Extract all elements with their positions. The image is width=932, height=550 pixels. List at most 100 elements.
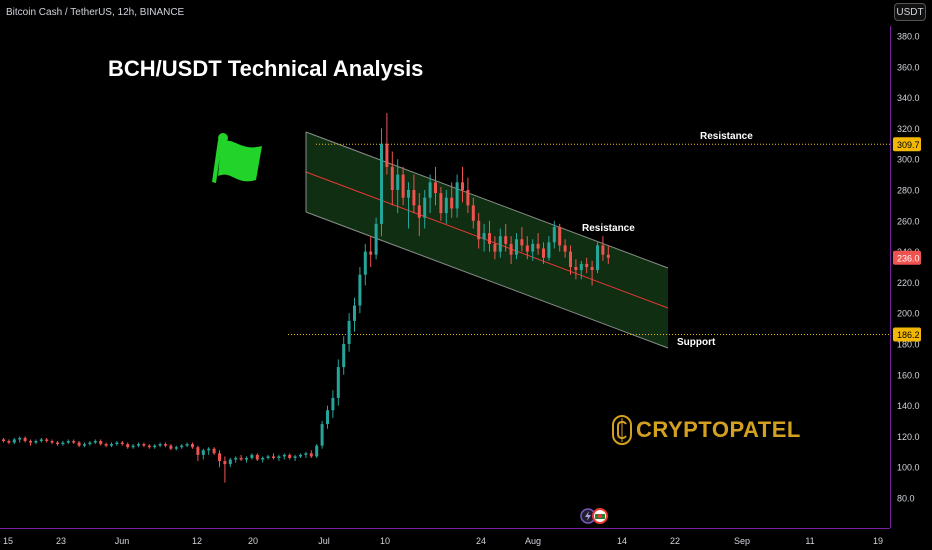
candle bbox=[104, 442, 108, 448]
candle bbox=[56, 441, 59, 446]
time-tick-label: 11 bbox=[805, 536, 814, 546]
candle bbox=[428, 174, 432, 214]
candle bbox=[245, 456, 248, 463]
candle bbox=[596, 242, 599, 274]
candle bbox=[196, 445, 200, 462]
candle bbox=[434, 166, 437, 206]
candle bbox=[579, 260, 583, 280]
candle bbox=[369, 236, 373, 267]
candle bbox=[423, 190, 427, 229]
candle bbox=[439, 186, 443, 221]
candle bbox=[218, 450, 221, 468]
candle bbox=[293, 454, 297, 462]
candle bbox=[574, 259, 578, 280]
channel-upper-line bbox=[305, 131, 669, 269]
price-axis[interactable]: 80.0 100.0 120.0 140.0 160.0 180.0 200.0 220.0 2… bbox=[897, 32, 920, 504]
candle bbox=[407, 182, 410, 229]
svg-text:186.2: 186.2 bbox=[897, 330, 920, 340]
candle bbox=[315, 444, 319, 458]
candle bbox=[504, 223, 508, 252]
candles-group bbox=[2, 113, 610, 483]
candle bbox=[380, 128, 383, 237]
price-tag: 236.0 bbox=[893, 250, 921, 265]
candle bbox=[99, 439, 103, 446]
candle bbox=[299, 453, 302, 458]
candle bbox=[482, 223, 486, 252]
resistance-level-label: Resistance bbox=[700, 131, 753, 142]
candle bbox=[542, 242, 545, 264]
candle bbox=[126, 442, 130, 449]
candle bbox=[390, 151, 394, 206]
time-tick-label: Sep bbox=[734, 536, 750, 546]
time-tick-label: 20 bbox=[248, 536, 258, 546]
candle bbox=[347, 313, 351, 352]
candle bbox=[396, 159, 400, 214]
time-axis[interactable]: 15 23 Jun 12 20 Jul 10 24 Aug 14 22 Sep 11 19 bbox=[3, 536, 883, 546]
candle bbox=[88, 441, 92, 446]
candle bbox=[2, 437, 5, 443]
svg-text:236.0: 236.0 bbox=[897, 253, 920, 263]
candle bbox=[326, 405, 329, 429]
candle bbox=[212, 447, 216, 455]
candle bbox=[83, 442, 86, 448]
channel-resistance-label: Resistance bbox=[582, 223, 635, 234]
candle bbox=[234, 456, 238, 463]
candle bbox=[185, 442, 189, 448]
candle bbox=[164, 442, 167, 448]
candle bbox=[601, 236, 605, 261]
channel-midline bbox=[305, 171, 669, 309]
candle bbox=[61, 441, 65, 446]
time-tick-label: Aug bbox=[525, 536, 541, 546]
time-tick-label: 10 bbox=[380, 536, 390, 546]
time-tick-label: 22 bbox=[670, 536, 680, 546]
brand-logo: CRYPTOPATEL bbox=[612, 415, 801, 445]
time-tick-label: 12 bbox=[192, 536, 202, 546]
price-tick-label: 380.0 bbox=[897, 32, 920, 42]
price-tick-label: 100.0 bbox=[897, 463, 920, 473]
price-tick-label: 200.0 bbox=[897, 309, 920, 319]
candle bbox=[444, 190, 448, 224]
candle bbox=[488, 220, 491, 252]
candle bbox=[45, 437, 49, 443]
channel-lower-line bbox=[305, 211, 669, 349]
candle bbox=[250, 453, 254, 460]
candle bbox=[353, 297, 356, 332]
candle bbox=[525, 236, 529, 260]
candle bbox=[515, 233, 518, 260]
candle bbox=[536, 233, 540, 255]
candle bbox=[288, 453, 292, 460]
events-icon[interactable] bbox=[580, 508, 608, 524]
candle bbox=[120, 441, 124, 446]
price-tick-label: 180.0 bbox=[897, 340, 920, 350]
candle bbox=[374, 217, 378, 260]
candle bbox=[158, 442, 162, 448]
currency-button[interactable]: USDT bbox=[894, 3, 926, 21]
candle bbox=[563, 239, 567, 258]
candle bbox=[277, 454, 281, 462]
candle bbox=[606, 245, 610, 264]
coin-logo-icon bbox=[612, 415, 632, 445]
candle bbox=[552, 220, 556, 249]
candle bbox=[142, 442, 146, 448]
candle bbox=[466, 177, 470, 214]
candle bbox=[363, 243, 367, 286]
price-tick-label: 220.0 bbox=[897, 278, 920, 288]
candle bbox=[110, 442, 113, 448]
candle bbox=[450, 182, 454, 218]
candle bbox=[29, 439, 32, 446]
candle bbox=[331, 390, 335, 418]
candle bbox=[39, 437, 43, 443]
candle bbox=[336, 359, 340, 406]
candle bbox=[77, 441, 81, 448]
time-tick-label: 15 bbox=[3, 536, 13, 546]
flag-icon bbox=[212, 133, 262, 183]
candle bbox=[207, 447, 211, 455]
price-tick-label: 320.0 bbox=[897, 124, 920, 134]
candle bbox=[169, 444, 173, 451]
candle bbox=[385, 113, 389, 175]
time-tick-label: 14 bbox=[617, 536, 627, 546]
chart-title: BCH/USDT Technical Analysis bbox=[108, 56, 424, 81]
candle bbox=[509, 236, 513, 264]
candle bbox=[23, 436, 27, 443]
